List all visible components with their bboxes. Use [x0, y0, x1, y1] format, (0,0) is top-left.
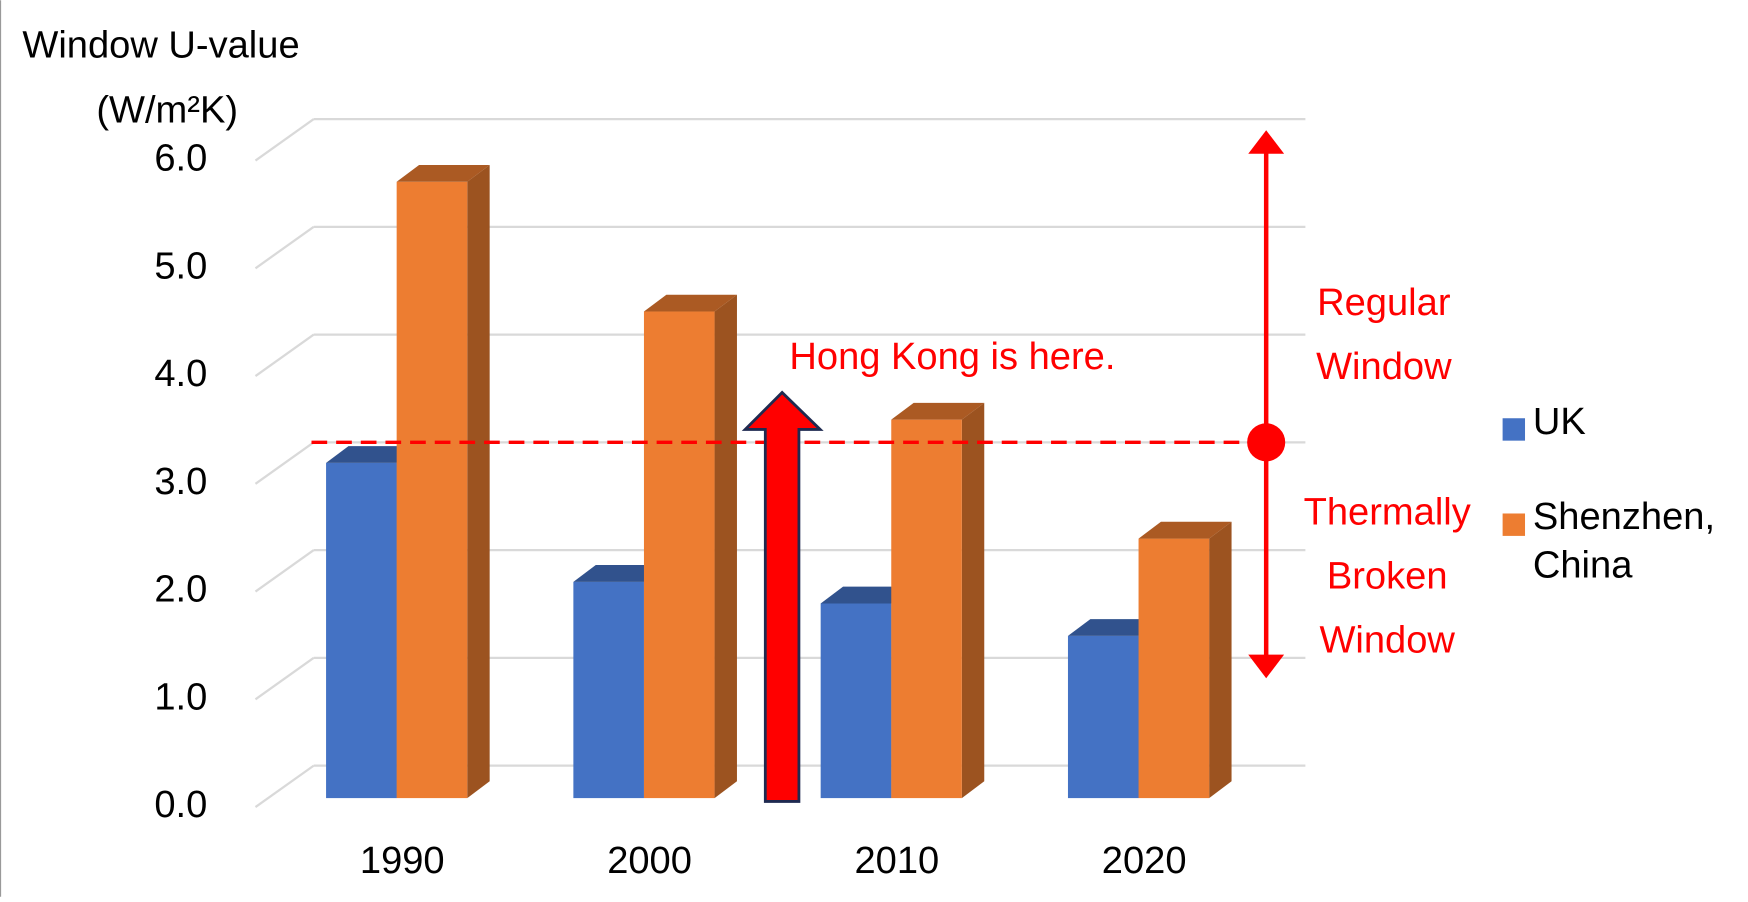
bar-side — [1209, 521, 1232, 799]
x-tick-label: 2020 — [1102, 840, 1187, 882]
bar-top — [891, 402, 985, 420]
bar — [891, 419, 962, 799]
y-axis-title: Window U-value — [22, 24, 299, 66]
legend-swatch — [1502, 513, 1526, 536]
bar-top — [1138, 521, 1232, 539]
bar-top — [820, 586, 914, 604]
bar-top — [643, 294, 737, 312]
bar — [1067, 635, 1139, 799]
grid-line — [254, 225, 315, 270]
legend: UK Shenzhen, China — [1502, 400, 1716, 587]
reference-marker — [1247, 423, 1286, 462]
bar — [326, 462, 397, 799]
upper-label: Regular Window — [1316, 281, 1452, 388]
bar-side — [714, 294, 737, 799]
bar-top — [1067, 619, 1161, 636]
bar — [1138, 538, 1210, 799]
bar-top — [396, 164, 490, 182]
upper-label-box: Regular Window — [1316, 281, 1452, 388]
x-tick-label: 1990 — [360, 840, 445, 882]
hong-kong-arrow — [741, 390, 824, 803]
grid-line — [254, 656, 315, 701]
bar-side — [467, 164, 490, 799]
x-tick-label: 2000 — [607, 840, 692, 882]
y-tick-label: 4.0 — [154, 353, 207, 395]
hong-kong-label: Hong Kong is here. — [789, 336, 1115, 378]
legend-label-box: UK — [1532, 400, 1586, 443]
legend-label: Shenzhen, China — [1532, 495, 1716, 587]
legend-label-box: Shenzhen, China — [1532, 495, 1716, 587]
legend-swatch — [1502, 418, 1526, 441]
lower-label-box: Thermally Broken Window — [1303, 491, 1471, 662]
range-arrow-head — [1248, 130, 1285, 154]
lower-label: Thermally Broken Window — [1303, 491, 1471, 662]
bar-side — [961, 402, 985, 799]
y-tick-label: 1.0 — [154, 676, 207, 718]
bar — [643, 311, 715, 799]
bar-top — [573, 565, 667, 582]
annotations: Hong Kong is here. Regular Window Therma… — [311, 130, 1471, 803]
bar — [396, 181, 468, 799]
bar — [820, 603, 892, 799]
bars: 1990 2000 2010 2020 — [326, 164, 1232, 882]
y-tick-label: 3.0 — [154, 461, 207, 503]
y-tick-label: 5.0 — [154, 245, 207, 287]
y-tick-label: 6.0 — [154, 138, 207, 180]
grid-line — [254, 549, 315, 593]
grid-line — [254, 118, 315, 162]
bar-top — [326, 446, 420, 463]
grid-line — [254, 441, 315, 485]
legend-label: UK — [1532, 400, 1586, 443]
bar — [573, 581, 644, 799]
grid-line — [254, 333, 315, 377]
y-tick-label: 2.0 — [154, 569, 207, 611]
x-tick-label: 2010 — [854, 840, 939, 882]
y-axis-unit: (W/m²K) — [96, 89, 238, 131]
grid-line — [254, 764, 315, 808]
range-arrow-head — [1248, 654, 1285, 679]
y-tick-label: 0.0 — [154, 784, 207, 826]
